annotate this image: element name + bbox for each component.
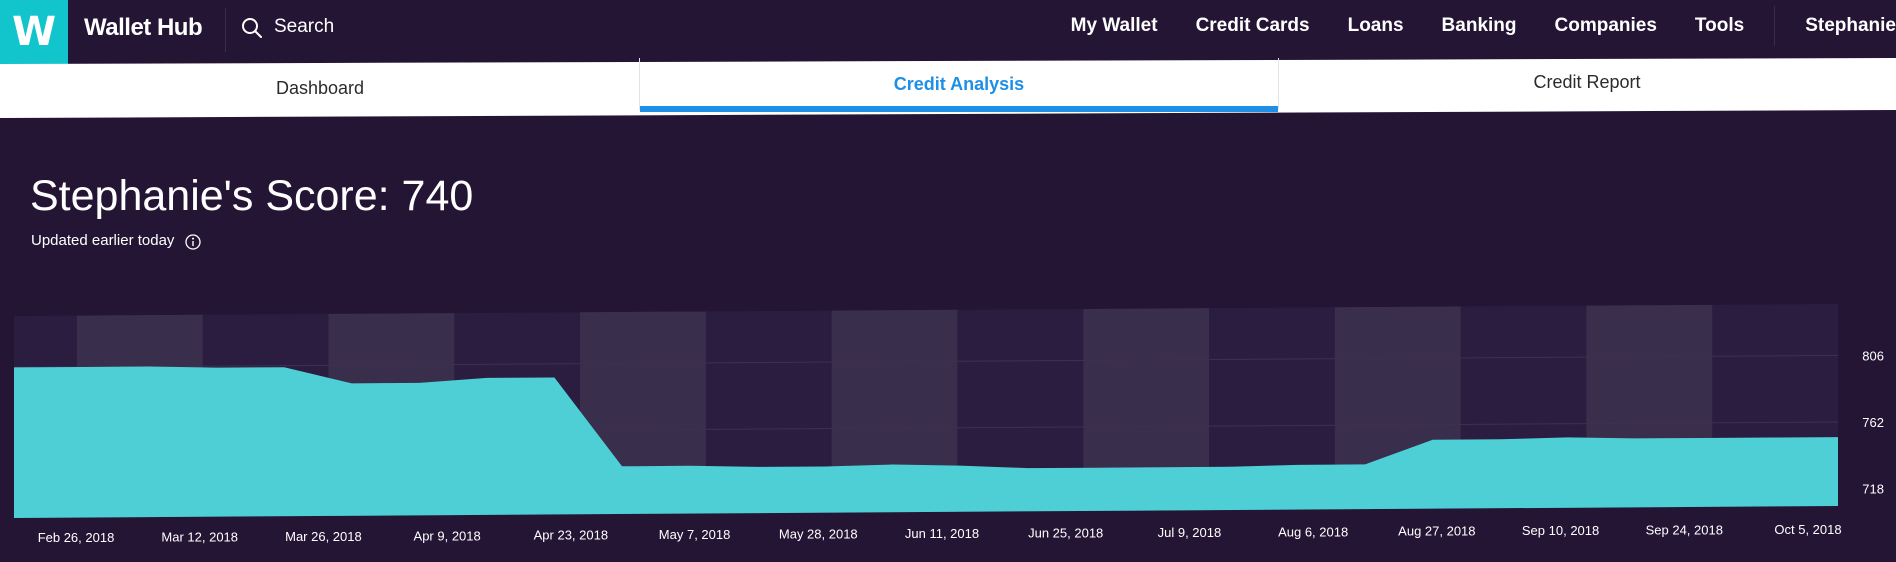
nav-credit-cards[interactable]: Credit Cards — [1195, 15, 1310, 36]
main-nav: My Wallet Credit Cards Loans Banking Com… — [1033, 6, 1896, 46]
x-tick-label: Oct 5, 2018 — [1774, 522, 1841, 537]
x-tick-label: Mar 26, 2018 — [285, 529, 362, 544]
nav-my-wallet[interactable]: My Wallet — [1070, 15, 1158, 36]
brand-name[interactable]: Wallet Hub — [84, 14, 203, 41]
tab-credit-analysis[interactable]: Credit Analysis — [893, 73, 1025, 94]
wallethub-logo-icon[interactable]: W — [0, 0, 68, 64]
x-tick-label: Feb 26, 2018 — [38, 530, 115, 545]
tab-separator — [639, 58, 640, 110]
tab-credit-report[interactable]: Credit Report — [1533, 71, 1641, 92]
brand-divider — [225, 8, 226, 52]
user-menu[interactable]: Stephanie — [1805, 15, 1896, 36]
search-input[interactable]: Search — [274, 16, 335, 37]
x-tick-label: Sep 10, 2018 — [1522, 523, 1599, 538]
x-tick-label: Apr 9, 2018 — [414, 528, 481, 543]
nav-loans[interactable]: Loans — [1347, 15, 1404, 36]
y-tick-label: 718 — [1862, 482, 1884, 497]
search-icon[interactable] — [240, 16, 264, 40]
x-tick-label: May 28, 2018 — [779, 527, 858, 542]
updated-status: Updated earlier today — [31, 232, 175, 249]
x-tick-label: Apr 23, 2018 — [534, 528, 608, 543]
chart-column-band — [831, 309, 958, 513]
chart-gridline — [13, 354, 1839, 368]
x-tick-label: Mar 12, 2018 — [161, 529, 238, 544]
page-title: Stephanie's Score: 740 — [30, 172, 474, 220]
logo-letter: W — [11, 9, 57, 55]
chart-column-band — [1083, 308, 1210, 511]
x-tick-label: May 7, 2018 — [659, 527, 731, 542]
active-tab-indicator — [640, 106, 1278, 112]
x-tick-label: Jul 9, 2018 — [1158, 525, 1222, 540]
y-tick-label: 762 — [1862, 415, 1884, 430]
x-tick-label: Jun 25, 2018 — [1028, 525, 1103, 540]
tab-separator — [1278, 58, 1279, 110]
nav-tools[interactable]: Tools — [1694, 15, 1745, 36]
x-tick-label: Jun 11, 2018 — [905, 526, 979, 541]
credit-score-chart: 806 762 718 Feb 26, 2018 Mar 12, 2018 Mar 26,… — [13, 304, 1884, 545]
nav-divider — [1774, 6, 1776, 46]
tab-dashboard[interactable]: Dashboard — [275, 77, 365, 98]
nav-companies[interactable]: Companies — [1554, 15, 1657, 36]
y-tick-label: 806 — [1862, 348, 1884, 363]
nav-banking[interactable]: Banking — [1441, 15, 1517, 36]
x-tick-label: Aug 27, 2018 — [1398, 524, 1475, 539]
top-navigation-bar: W Wallet Hub Search My Wallet Credit Car… — [0, 0, 1896, 64]
x-tick-label: Aug 6, 2018 — [1278, 524, 1348, 539]
chart-area-series — [14, 366, 1838, 518]
x-tick-label: Sep 24, 2018 — [1646, 523, 1723, 538]
info-icon[interactable] — [184, 233, 202, 251]
